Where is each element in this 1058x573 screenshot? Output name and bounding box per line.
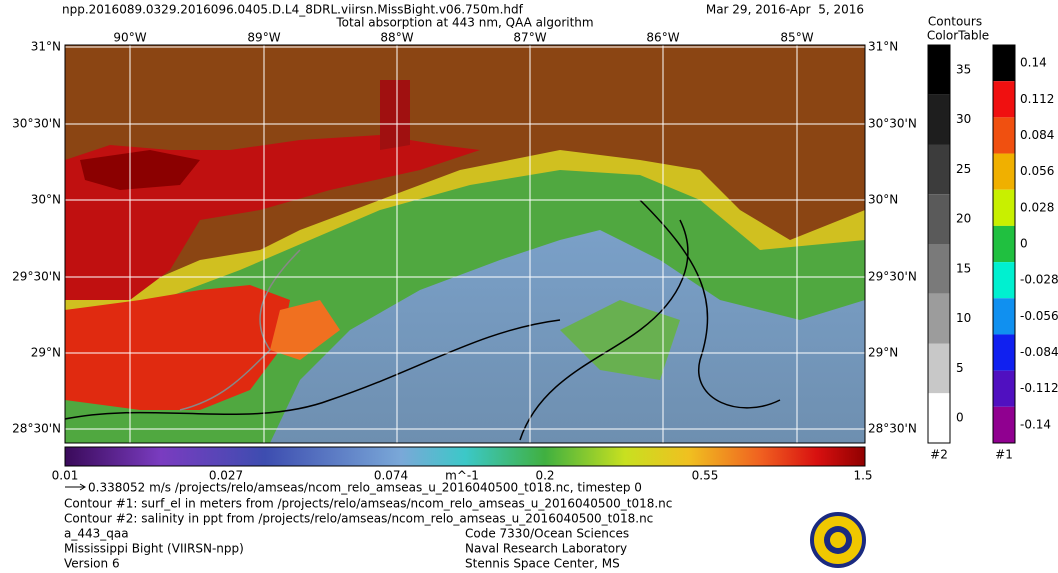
colorbar <box>64 446 866 467</box>
contour-swatch <box>928 293 950 344</box>
colorbar-label: 0.2 <box>535 469 554 483</box>
color-swatch <box>993 225 1015 263</box>
contour-swatch <box>928 94 950 145</box>
color-label: -0.084 <box>1020 345 1058 359</box>
contour-note: Contour #2: salinity in ppt from /projec… <box>64 512 653 526</box>
color-swatch <box>993 189 1015 226</box>
contour-label: 30 <box>956 112 971 126</box>
lat-label: 28°30'N <box>868 422 917 436</box>
color-swatch <box>993 117 1015 154</box>
colorbar-labels: 0.01 0.027 0.074 m^-1 0.2 0.55 1.5 <box>52 469 873 483</box>
color-swatch <box>993 45 1015 82</box>
contour-swatch <box>928 343 950 394</box>
lon-label: 89°W <box>247 31 280 45</box>
vector-arrow <box>79 483 86 491</box>
footer-left: Version 6 <box>64 557 120 571</box>
lat-label: 30°N <box>31 193 61 207</box>
color-label: 0 <box>1020 237 1028 251</box>
filename: npp.2016089.0329.2016096.0405.D.L4_8DRL.… <box>62 3 524 17</box>
color-swatch <box>993 262 1015 299</box>
color-swatch <box>993 153 1015 190</box>
lat-label: 30°N <box>868 193 898 207</box>
contour-note: Contour #1: surf_el in meters from /proj… <box>64 497 672 511</box>
color-label: -0.056 <box>1020 309 1058 323</box>
colorbar-label: m^-1 <box>445 469 479 483</box>
contour-label: 35 <box>956 62 971 76</box>
legend-title: Contours <box>928 15 982 29</box>
contour-bar-frame <box>927 44 951 444</box>
footer-left: a_443_qaa <box>64 527 129 541</box>
contour-label: 5 <box>956 361 964 375</box>
lat-label: 30°30'N <box>12 117 61 131</box>
footer-right: Naval Research Laboratory <box>465 542 627 556</box>
lat-label: 29°N <box>31 346 61 360</box>
color-label: 0.084 <box>1020 128 1054 142</box>
color-label: 0.14 <box>1020 56 1047 70</box>
graticule <box>65 45 865 443</box>
color-swatch <box>993 334 1015 371</box>
lon-label: 88°W <box>380 31 413 45</box>
lat-label: 30°30'N <box>868 117 917 131</box>
lat-label: 29°30'N <box>868 270 917 284</box>
color-swatch <box>993 81 1015 118</box>
footer-right: Code 7330/Ocean Sciences <box>465 527 629 541</box>
color-swatch <box>993 370 1015 407</box>
contour-label: 0 <box>956 411 964 425</box>
lon-label: 85°W <box>780 31 813 45</box>
map-frame <box>64 44 866 444</box>
vector-note: 0.338052 m/s /projects/relo/amseas/ncom_… <box>88 481 642 495</box>
colorbar-label: 0.074 <box>374 469 408 483</box>
legend: 35 30 25 20 15 10 5 0 #2 0.14 0.112 0.084 0.056 0.028… <box>927 44 1058 462</box>
color-label: 0.112 <box>1020 92 1054 106</box>
color-bar-frame <box>992 44 1016 444</box>
contour-swatch <box>928 45 950 95</box>
color-label: 0.028 <box>1020 200 1054 214</box>
contour-swatch <box>928 244 950 294</box>
map-image <box>65 45 865 443</box>
contour-swatch <box>928 393 950 443</box>
lon-label: 87°W <box>513 31 546 45</box>
date-range: Mar 29, 2016-Apr 5, 2016 <box>706 3 864 17</box>
color-label: -0.028 <box>1020 273 1058 287</box>
lat-label: 28°30'N <box>12 422 61 436</box>
color-swatch <box>993 406 1015 443</box>
contour-swatch <box>928 144 950 195</box>
color-swatch <box>993 298 1015 335</box>
contour-swatch <box>928 194 950 244</box>
lat-label: 29°N <box>868 346 898 360</box>
contour-id: #2 <box>930 448 948 462</box>
legend-title: ColorTable <box>927 29 989 43</box>
contour-label: 10 <box>956 311 971 325</box>
lat-label: 31°N <box>868 40 898 54</box>
colorbar-label: 0.01 <box>52 469 79 483</box>
footer-left: Mississippi Bight (VIIRSN-npp) <box>64 542 244 556</box>
lon-label: 90°W <box>113 31 146 45</box>
lat-label: 31°N <box>31 40 61 54</box>
color-id: #1 <box>995 448 1013 462</box>
map-title: Total absorption at 443 nm, QAA algorith… <box>335 16 593 30</box>
colorbar-label: 1.5 <box>853 469 872 483</box>
color-label: -0.112 <box>1020 381 1058 395</box>
logo <box>810 512 866 568</box>
contour-label: 20 <box>956 212 971 226</box>
colorbar-label: 0.027 <box>209 469 243 483</box>
contour-label: 15 <box>956 261 971 275</box>
lon-label: 86°W <box>646 31 679 45</box>
footer-right: Stennis Space Center, MS <box>465 557 620 571</box>
color-label: -0.14 <box>1020 417 1051 431</box>
color-label: 0.056 <box>1020 164 1054 178</box>
contour-label: 25 <box>956 162 971 176</box>
colorbar-label: 0.55 <box>692 469 719 483</box>
lat-label: 29°30'N <box>12 270 61 284</box>
